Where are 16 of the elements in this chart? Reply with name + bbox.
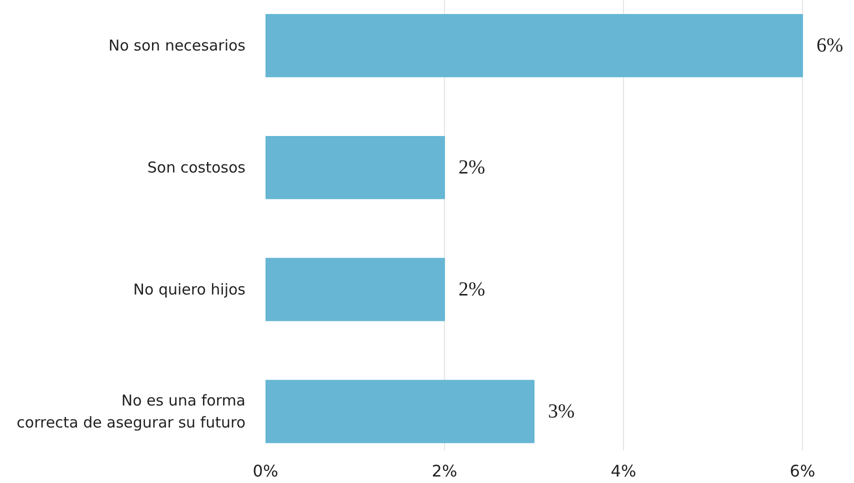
data-label: 3% [548,400,575,422]
bar [266,136,445,200]
x-tick-label: 4% [610,462,636,480]
bar [266,14,803,78]
data-label: 2% [458,278,486,301]
y-tick-label: Son costosos [147,158,246,177]
data-label: 2% [458,156,486,179]
x-tick-label: 0% [252,462,278,480]
y-tick-label: No son necesarios [108,36,246,55]
bar [266,258,445,322]
x-tick-label: 6% [790,462,816,480]
bar [266,380,534,444]
y-tick-label: No es una forma correcta de asegurar su futuro [16,392,246,432]
data-label: 6% [816,34,844,57]
x-tick-label: 2% [432,462,458,480]
y-tick-label: No quiero hijos [133,280,246,299]
